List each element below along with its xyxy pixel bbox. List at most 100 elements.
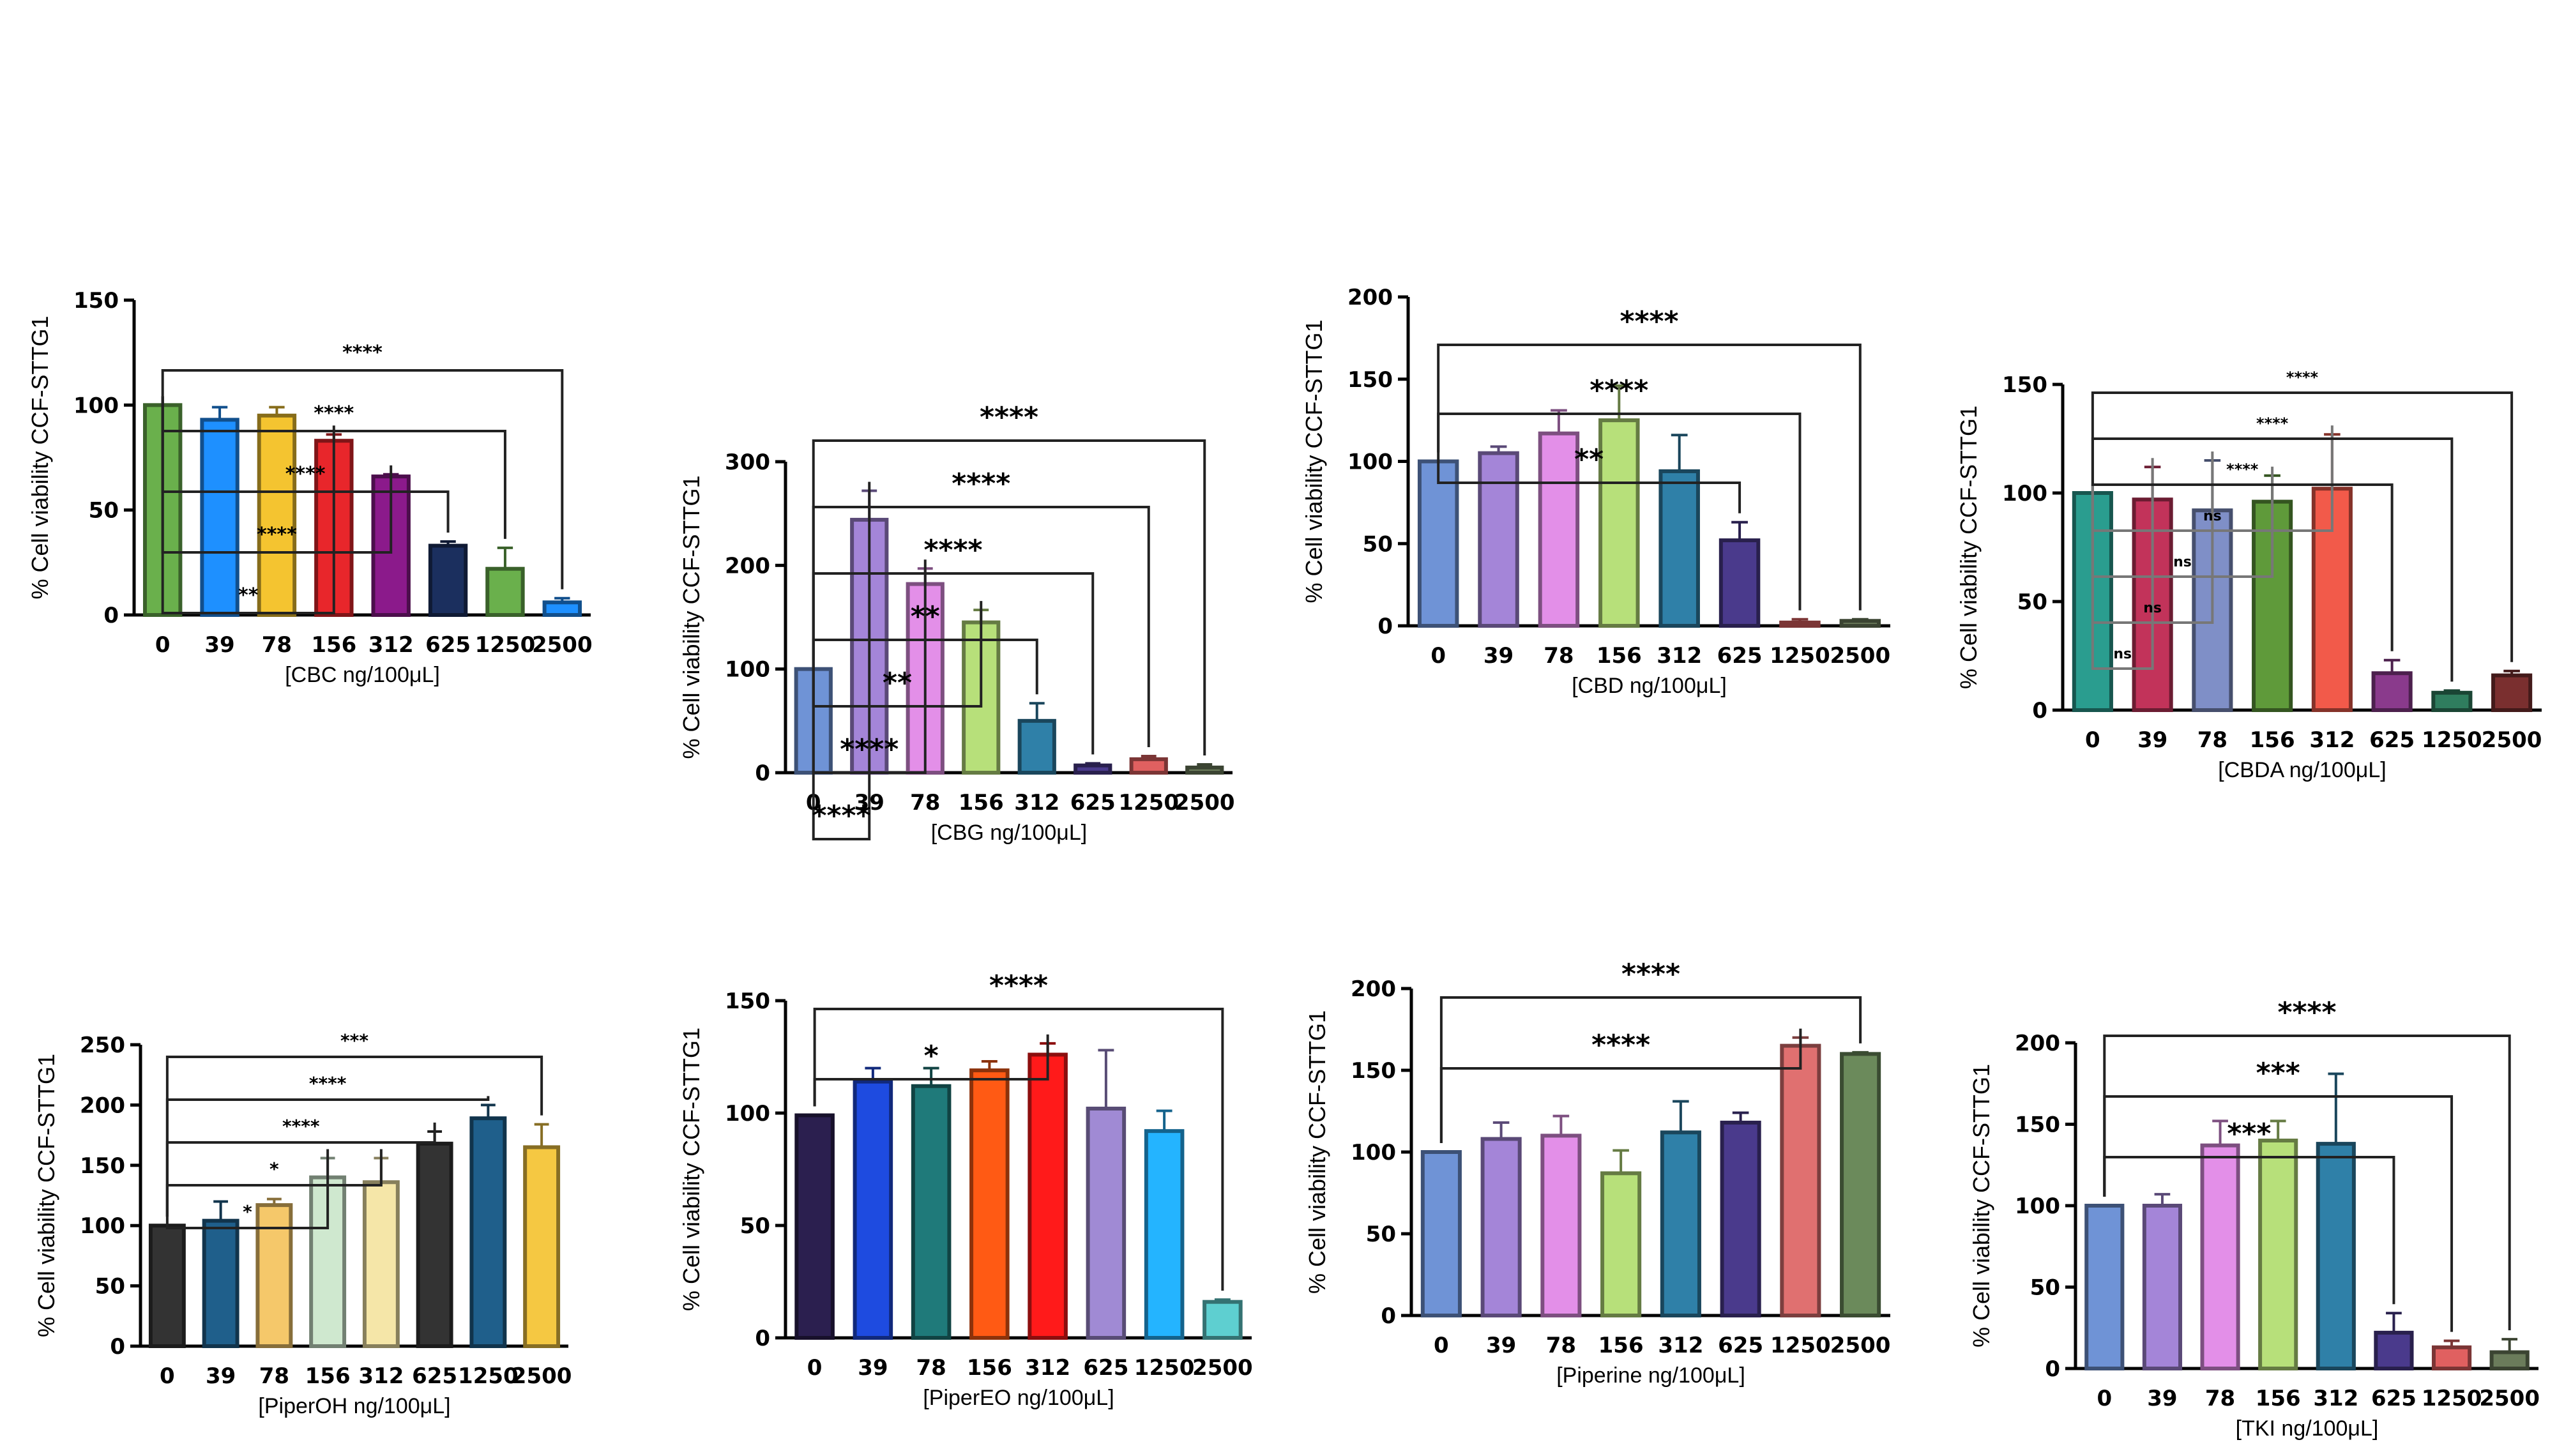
significance-label: **** [2277, 996, 2336, 1029]
significance-label: **** [2256, 414, 2289, 432]
significance-label: ns [2143, 600, 2162, 616]
chart-panel-pipereo: 0 50 100 150 % Cell viability CCF-STTG1 0 39 78… [678, 969, 1253, 1410]
x-tick-label: 312 [1025, 1355, 1070, 1381]
y-axis-label: % Cell viability CCF-STTG1 [1304, 1010, 1330, 1294]
bar-156 [969, 1068, 1010, 1340]
bar-39 [1478, 451, 1519, 628]
significance-bracket [161, 396, 335, 614]
bar-0 [1417, 459, 1459, 628]
significance-bracket [1437, 452, 1741, 513]
bar-625 [428, 543, 468, 617]
chart-panel-cbda: 0 50 100 150 % Cell viability CCF-STTG1 0 39 78… [1955, 368, 2542, 782]
y-tick-label: 200 [725, 553, 770, 579]
bar-1250 [2431, 690, 2473, 713]
x-tick-label: 156 [1598, 1333, 1644, 1358]
x-tick-label: 78 [259, 1363, 289, 1389]
bar-39 [2142, 1204, 2183, 1370]
y-tick-label: 0 [103, 603, 119, 628]
bar-78 [2200, 1143, 2240, 1371]
x-tick-label: 156 [959, 790, 1004, 815]
bar-78 [255, 1203, 293, 1348]
x-tick-label: 1250 [475, 632, 536, 658]
x-tick-label: 78 [910, 790, 940, 815]
x-tick-label: 2500 [1830, 643, 1890, 669]
y-tick-label: 100 [725, 1101, 770, 1126]
significance-label: ns [2203, 508, 2222, 524]
x-tick-label: 312 [368, 632, 414, 658]
bar-1250 [1129, 757, 1168, 775]
bar-39 [200, 418, 239, 618]
x-tick-label: 156 [305, 1363, 351, 1389]
significance-bracket [2091, 391, 2514, 662]
chart-panel-cbd: 0 50 100 150 200 % Cell viability CCF-STTG1 0 3… [1301, 285, 1890, 698]
x-axis-label: [Piperine ng/100μL] [1556, 1363, 1745, 1388]
bar-39 [853, 1079, 893, 1340]
significance-label: **** [840, 733, 899, 766]
bar-1250 [2431, 1345, 2472, 1371]
significance-bracket [812, 439, 1206, 756]
bar-312 [362, 1180, 400, 1349]
significance-label: * [243, 1201, 252, 1222]
y-tick-label: 50 [1366, 1222, 1396, 1247]
significance-bracket [2091, 483, 2394, 651]
significance-label: *** [2227, 1118, 2271, 1150]
x-tick-label: 2500 [1192, 1355, 1253, 1381]
bar-39 [202, 1218, 239, 1348]
significance-label: **** [342, 342, 383, 364]
x-tick-label: 0 [2097, 1386, 2112, 1411]
chart-panel-tki: 0 50 100 150 200 % Cell viability CCF-STTG1 0 3… [1968, 996, 2540, 1441]
significance-label: * [924, 1040, 939, 1072]
y-axis-label: % Cell viability CCF-STTG1 [1301, 319, 1327, 603]
significance-bracket [161, 396, 450, 533]
y-tick-label: 0 [2032, 698, 2047, 724]
significance-label: **** [314, 402, 354, 425]
x-tick-label: 0 [1430, 643, 1446, 669]
significance-label: **** [257, 524, 297, 546]
significance-label: *** [340, 1030, 368, 1051]
significance-bracket [165, 1149, 330, 1229]
y-tick-label: 50 [2030, 1275, 2060, 1301]
x-tick-label: 39 [2137, 727, 2167, 753]
y-tick-label: 150 [725, 989, 770, 1014]
bar-625 [1720, 1120, 1761, 1318]
bar-2500 [523, 1145, 561, 1348]
y-tick-label: 100 [2002, 481, 2047, 506]
x-tick-label: 2500 [1174, 790, 1235, 815]
x-tick-label: 625 [425, 632, 471, 658]
significance-label: **** [285, 463, 326, 485]
significance-bracket [2091, 425, 2333, 532]
x-tick-label: 1250 [2422, 727, 2482, 753]
y-tick-label: 150 [73, 288, 119, 314]
bar-2500 [2489, 1350, 2530, 1370]
significance-label: ** [238, 584, 259, 607]
x-tick-label: 625 [1070, 790, 1116, 815]
bar-1250 [485, 566, 525, 618]
y-tick-label: 0 [110, 1334, 125, 1360]
bar-156 [2258, 1139, 2298, 1370]
x-tick-label: 312 [2313, 1386, 2358, 1411]
x-tick-label: 1250 [2422, 1386, 2482, 1411]
y-tick-label: 50 [89, 498, 119, 524]
bar-39 [1480, 1137, 1522, 1318]
x-tick-label: 312 [2309, 727, 2355, 753]
significance-bracket [165, 1056, 543, 1217]
bar-0 [148, 1224, 186, 1348]
y-tick-label: 0 [1381, 1303, 1396, 1329]
chart-panel-piperine: 0 50 100 150 200 % Cell viability CCF-STTG1 0 3… [1304, 958, 1890, 1388]
bar-1250 [469, 1116, 507, 1348]
significance-label: ** [911, 600, 940, 633]
x-tick-label: 1250 [1118, 790, 1179, 815]
significance-label: ** [1574, 443, 1604, 476]
x-tick-label: 78 [2197, 727, 2227, 753]
significance-label: ** [883, 667, 912, 699]
y-tick-label: 150 [1347, 367, 1393, 393]
x-axis-label: [CBD ng/100μL] [1572, 674, 1727, 698]
y-tick-label: 150 [80, 1153, 125, 1179]
y-tick-label: 0 [2045, 1356, 2060, 1382]
x-tick-label: 625 [1083, 1355, 1128, 1381]
bar-2500 [1185, 765, 1224, 775]
bar-0 [794, 1113, 835, 1340]
bar-78 [911, 1084, 952, 1340]
bar-156 [309, 1175, 347, 1349]
